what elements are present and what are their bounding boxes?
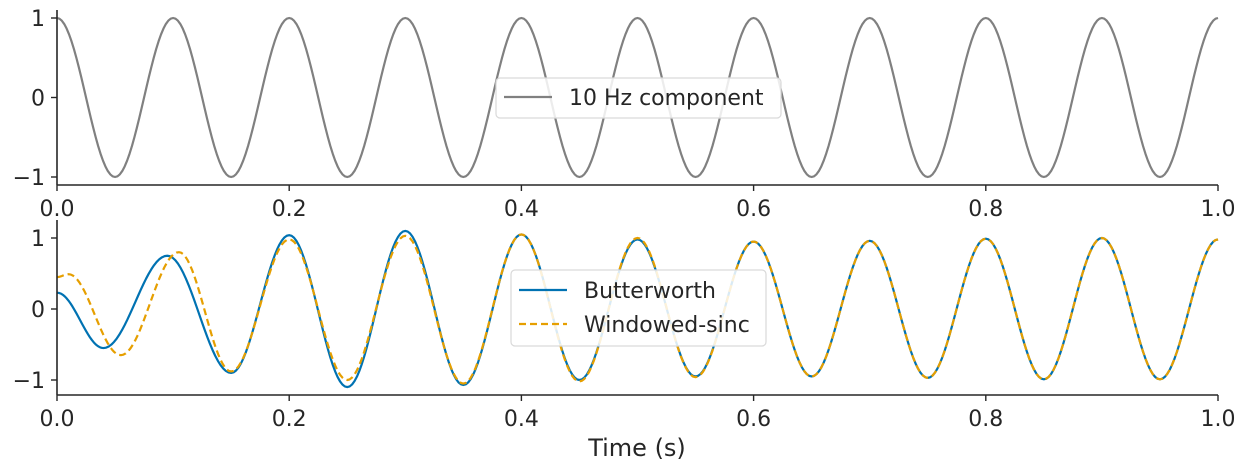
x-tick-label: 1.0 [1201,197,1236,222]
y-tick-label: 1 [31,227,45,252]
x-tick-label: 0.8 [968,197,1003,222]
y-tick-label: −1 [13,166,45,191]
bottom-ticks: 0.0 0.2 0.4 0.6 0.8 1.0 −1 0 1 [13,227,1236,432]
y-tick-label: 1 [31,7,45,32]
x-axis-title: Time (s) [587,434,686,462]
x-tick-label: 0.8 [968,407,1003,432]
top-panel: 0.0 0.2 0.4 0.6 0.8 1.0 −1 0 1 10 Hz component [13,7,1236,222]
x-tick-label: 0.4 [504,197,539,222]
x-tick-label: 0.0 [40,197,75,222]
top-legend: 10 Hz component [495,77,782,119]
x-tick-label: 0.6 [736,197,771,222]
top-legend-box [495,77,782,119]
x-tick-label: 0.2 [272,407,307,432]
bottom-panel: 0.0 0.2 0.4 0.6 0.8 1.0 −1 0 1 Butterworth Windo… [13,220,1236,462]
y-tick-label: 0 [31,298,45,323]
x-tick-label: 0.6 [736,407,771,432]
x-tick-label: 1.0 [1201,407,1236,432]
series-line-10-hz-component [56,16,1219,179]
bottom-legend: Butterworth Windowed-sinc [510,269,767,347]
x-tick-label: 0.4 [504,407,539,432]
y-tick-label: 0 [31,87,45,112]
x-tick-label: 0.2 [272,197,307,222]
y-tick-label: −1 [13,369,45,394]
top-ticks: 0.0 0.2 0.4 0.6 0.8 1.0 −1 0 1 [13,7,1236,222]
bottom-axes [56,220,1218,396]
top-legend-label: 10 Hz component [569,86,764,111]
bottom-legend-label-windowed-sinc: Windowed-sinc [584,313,750,338]
bottom-legend-label-butterworth: Butterworth [584,279,716,304]
top-curves [56,16,1219,179]
bottom-legend-box [510,269,767,347]
x-tick-label: 0.0 [40,407,75,432]
